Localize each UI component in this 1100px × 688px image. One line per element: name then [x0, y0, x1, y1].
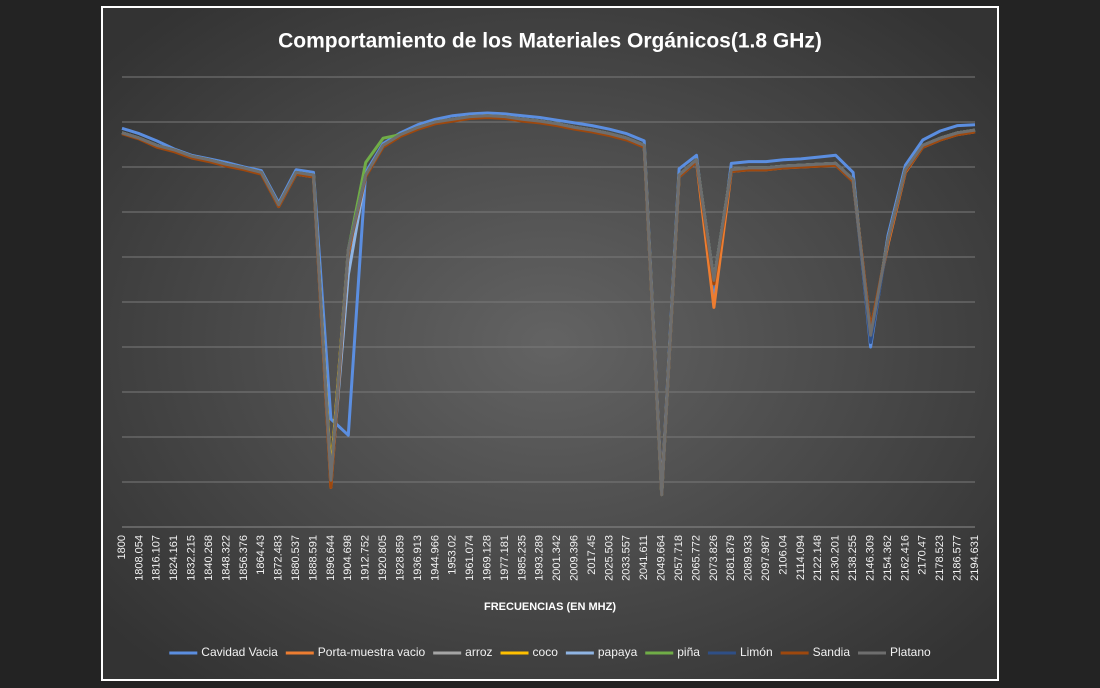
legend-label: coco — [533, 645, 559, 659]
legend-label: Cavidad Vacia — [201, 645, 278, 659]
x-tick-label: 1969.128 — [481, 535, 493, 581]
x-tick-label: 1848.322 — [220, 535, 232, 581]
legend-label: Platano — [890, 645, 931, 659]
x-tick-label: 2049.664 — [656, 535, 668, 581]
x-tick-label: 1920.805 — [377, 535, 389, 581]
legend-label: arroz — [465, 645, 492, 659]
legend-label: Sandia — [813, 645, 851, 659]
x-tick-label: 1880.537 — [290, 535, 302, 581]
x-tick-label: 2025.503 — [603, 535, 615, 581]
x-tick-label: 2186.577 — [951, 535, 963, 581]
x-tick-label: 1816.107 — [151, 535, 163, 581]
x-tick-label: 2106.04 — [777, 535, 789, 575]
x-tick-label: 1977.181 — [499, 535, 511, 581]
x-tick-label: 1961.074 — [464, 535, 476, 581]
x-tick-label: 2162.416 — [899, 535, 911, 581]
series-line — [121, 114, 976, 497]
x-tick-label: 1840.268 — [203, 535, 215, 581]
x-tick-label: 1800 — [116, 535, 128, 559]
x-tick-label: 2081.879 — [725, 535, 737, 581]
x-tick-label: 2130.201 — [830, 535, 842, 581]
x-tick-label: 2097.987 — [760, 535, 772, 581]
x-tick-label: 1993.289 — [534, 535, 546, 581]
x-tick-label: 1936.913 — [412, 535, 424, 581]
x-tick-label: 1856.376 — [238, 535, 250, 581]
x-tick-label: 1928.859 — [394, 535, 406, 581]
x-tick-label: 2138.255 — [847, 535, 859, 581]
x-tick-label: 2122.148 — [812, 535, 824, 581]
x-tick-label: 2041.611 — [638, 535, 650, 580]
legend-label: Porta-muestra vacio — [318, 645, 426, 659]
x-tick-label: 1944.966 — [429, 535, 441, 581]
legend-label: Limón — [740, 645, 773, 659]
x-tick-label: 2146.309 — [864, 535, 876, 581]
x-tick-label: 2194.631 — [969, 535, 981, 581]
x-tick-label: 2089.933 — [743, 535, 755, 581]
x-tick-label: 2001.342 — [551, 535, 563, 581]
legend-label: papaya — [598, 645, 638, 659]
x-tick-label: 1832.215 — [186, 535, 198, 581]
x-tick-label: 2178.523 — [934, 535, 946, 581]
legend: Cavidad Vacia Porta-muestra vacio arroz coc… — [169, 645, 931, 659]
x-tick-label: 2009.396 — [569, 535, 581, 581]
x-tick-label: 1912.752 — [360, 535, 372, 581]
x-axis-title: FRECUENCIAS (EN MHZ) — [484, 601, 616, 613]
x-tick-label: 2170.47 — [917, 535, 929, 575]
x-tick-label: 2073.826 — [708, 535, 720, 581]
x-tick-label: 1824.161 — [168, 535, 180, 581]
x-tick-label: 1864.43 — [255, 535, 267, 575]
legend-label: piña — [677, 645, 700, 659]
x-tick-label: 1872.483 — [273, 535, 285, 581]
x-tick-label: 1888.591 — [307, 535, 319, 581]
x-tick-label: 1808.054 — [133, 535, 145, 581]
x-tick-label: 2065.772 — [690, 535, 702, 581]
x-tick-label: 2033.557 — [621, 535, 633, 581]
chart-title: Comportamiento de los Materiales Orgánic… — [278, 30, 822, 53]
x-tick-label: 1953.02 — [447, 535, 459, 575]
x-tick-label: 1904.698 — [342, 535, 354, 581]
x-tick-label: 2017.45 — [586, 535, 598, 575]
x-tick-label: 2114.094 — [795, 535, 807, 580]
x-tick-label: 1896.644 — [325, 535, 337, 581]
x-tick-label: 2057.718 — [673, 535, 685, 581]
x-tick-label: 2154.362 — [882, 535, 894, 581]
x-tick-label: 1985.235 — [516, 535, 528, 581]
